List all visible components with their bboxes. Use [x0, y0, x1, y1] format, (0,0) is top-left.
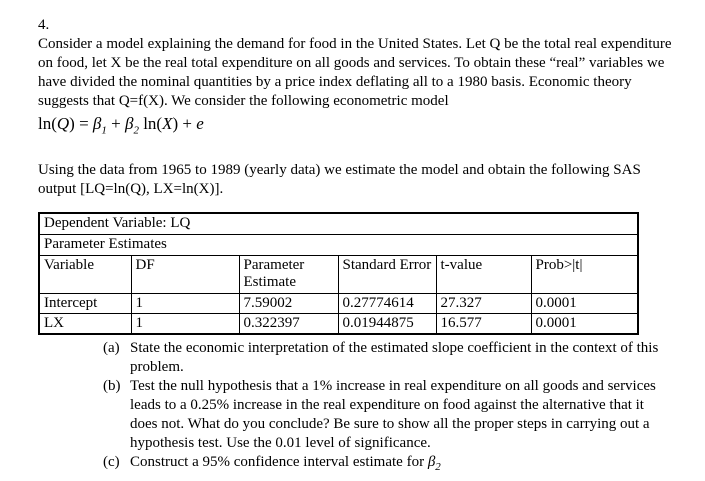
table-row-parameter-estimates: Parameter Estimates — [38, 234, 639, 257]
problem-number: 4. — [38, 17, 50, 33]
question-text-c: Construct a 95% confidence interval esti… — [130, 453, 675, 477]
data-paragraph: Using the data from 1965 to 1989 (yearly… — [38, 162, 641, 198]
sas-output-table: Dependent Variable: LQ Parameter Estimat… — [38, 212, 640, 336]
dependent-variable-cell: Dependent Variable: LQ — [38, 212, 639, 236]
equation-beta2: β — [124, 114, 134, 133]
model-equation: ln(Q) = β1 + β2 ln(X) + e — [38, 113, 685, 141]
table-row-lx: LX 1 0.322397 0.01944875 16.577 0.0001 — [38, 313, 639, 335]
parameter-estimates-cell: Parameter Estimates — [38, 234, 639, 257]
cell-variable: LX — [38, 313, 132, 335]
question-item-c: (c) Construct a 95% confidence interval … — [103, 453, 685, 477]
equation-error-term: e — [196, 114, 204, 133]
equation-plus: + — [106, 114, 125, 133]
question-label-b: (b) — [103, 378, 121, 395]
question-item-a: (a) State the economic interpretation of… — [103, 339, 685, 377]
equation-ln-open-2: ln( — [138, 114, 163, 133]
question-list: (a) State the economic interpretation of… — [103, 339, 685, 477]
question-item-b: (b) Test the null hypothesis that a 1% i… — [103, 377, 685, 453]
equation-beta1: β — [92, 114, 102, 133]
col-header-variable: Variable — [38, 255, 132, 295]
table-row-intercept: Intercept 1 7.59002 0.27774614 27.327 0.… — [38, 293, 639, 315]
col-header-prob: Prob>|t| — [530, 255, 639, 295]
cell-t-value: 27.327 — [435, 293, 532, 315]
cell-parameter-estimate: 7.59002 — [238, 293, 339, 315]
cell-standard-error: 0.01944875 — [337, 313, 437, 335]
equation-close-plus: ) + — [172, 114, 197, 133]
equation-var-q: Q — [56, 114, 70, 133]
cell-t-value: 16.577 — [435, 313, 532, 335]
beta-subscript: 2 — [435, 461, 441, 474]
table-header-row: Variable DF Parameter Estimate Standard … — [38, 255, 639, 295]
question-text-b: Test the null hypothesis that a 1% incre… — [130, 378, 656, 452]
col-header-standard-error: Standard Error — [337, 255, 437, 295]
question-label-c: (c) — [103, 454, 120, 471]
beta-symbol: β — [427, 454, 436, 471]
cell-variable: Intercept — [38, 293, 132, 315]
table-row-dependent-variable: Dependent Variable: LQ — [38, 212, 639, 236]
cell-prob: 0.0001 — [530, 313, 639, 335]
cell-standard-error: 0.27774614 — [337, 293, 437, 315]
intro-paragraph: Consider a model explaining the demand f… — [38, 36, 672, 109]
equation-ln-open: ln( — [38, 114, 57, 133]
equation-beta1-subscript: 1 — [101, 124, 107, 137]
question-label-a: (a) — [103, 340, 120, 357]
cell-df: 1 — [130, 313, 240, 335]
cell-parameter-estimate: 0.322397 — [238, 313, 339, 335]
equation-beta2-subscript: 2 — [133, 124, 139, 137]
col-header-t-value: t-value — [435, 255, 532, 295]
question-text-c-body: Construct a 95% confidence interval esti… — [130, 454, 428, 471]
cell-df: 1 — [130, 293, 240, 315]
col-header-parameter-estimate: Parameter Estimate — [238, 255, 339, 295]
col-header-df: DF — [130, 255, 240, 295]
equation-equals: ) = — [69, 114, 93, 133]
equation-var-x: X — [162, 114, 173, 133]
question-text-a: State the economic interpretation of the… — [130, 340, 659, 376]
cell-prob: 0.0001 — [530, 293, 639, 315]
